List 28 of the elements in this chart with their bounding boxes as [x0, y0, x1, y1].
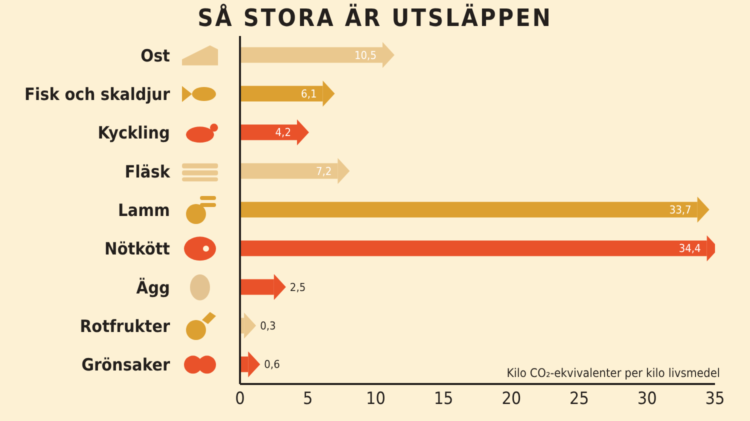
data-label: 0,6: [264, 358, 280, 372]
data-label: 4,2: [275, 126, 291, 140]
y-tick-label: Lamm: [118, 200, 170, 221]
x-tick-label: 35: [705, 389, 725, 410]
x-tick-label: 25: [570, 389, 590, 410]
y-tick-label: Rotfrukter: [80, 316, 170, 337]
x-tick-label: 30: [637, 389, 657, 410]
data-label: 33,7: [669, 204, 692, 217]
y-tick-label: Fisk och skaldjur: [24, 84, 170, 105]
data-label: 10,5: [354, 48, 376, 62]
data-label: 7,2: [316, 164, 332, 178]
chart-title: SÅ STORA ÄR UTSLÄPPEN: [196, 4, 554, 32]
x-tick-label: 20: [502, 389, 522, 410]
y-tick-label: Nötkött: [104, 240, 170, 260]
y-tick-label: Kyckling: [98, 124, 170, 144]
x-tick-label: 5: [302, 389, 313, 410]
y-tick-label: Fläsk: [124, 162, 171, 182]
data-label: 2,5: [290, 280, 306, 294]
data-label: 6,1: [301, 88, 317, 101]
x-tick-label: 10: [366, 389, 386, 410]
y-tick-label: Ägg: [136, 277, 170, 298]
annotation: Kilo CO₂-ekvivalenter per kilo livsmedel: [506, 366, 720, 380]
y-tick-label: Ost: [140, 46, 170, 66]
x-tick-label: 0: [235, 389, 245, 410]
x-tick-label: 15: [434, 389, 454, 410]
y-tick-label: Grönsaker: [81, 356, 170, 376]
data-label: 34,4: [678, 242, 701, 256]
data-label: 0,3: [260, 320, 276, 333]
